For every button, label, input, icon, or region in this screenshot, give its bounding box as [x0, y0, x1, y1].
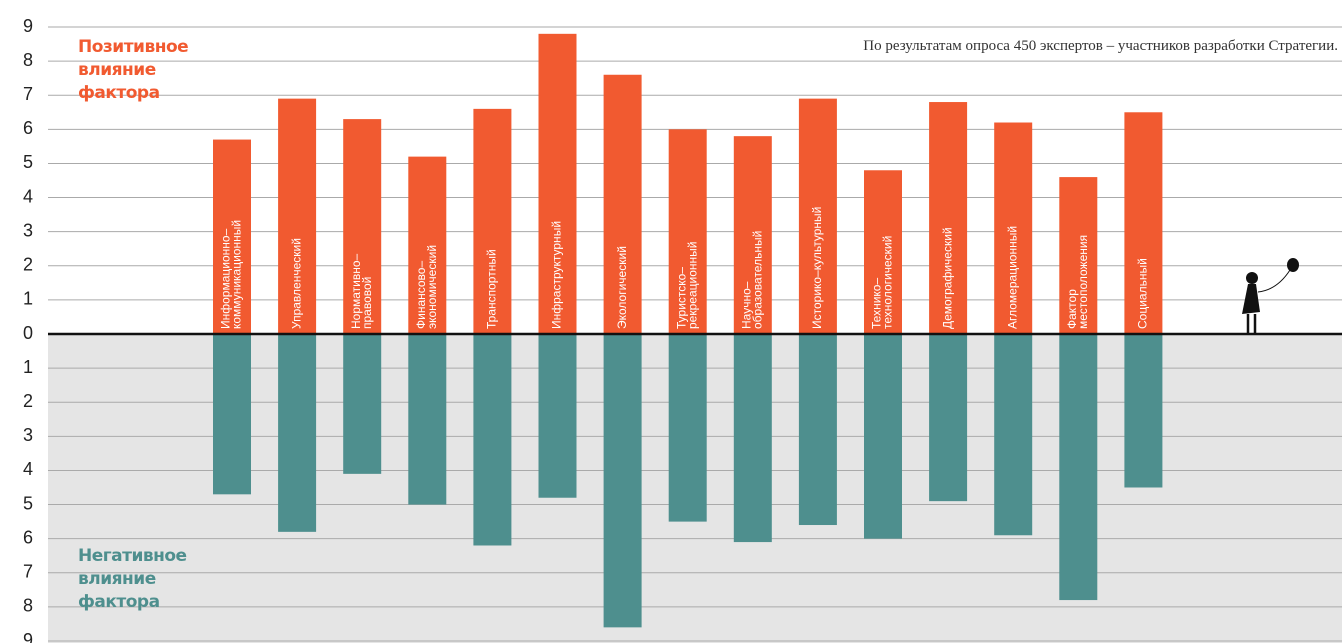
y-tick-label: 9	[23, 630, 33, 643]
bar	[603, 74, 642, 334]
bar	[798, 98, 837, 334]
note: По результатам опроса 450 экспертов – уч…	[863, 38, 1338, 55]
category-label: местоположения	[1076, 235, 1090, 329]
category-label: Нормативно–	[349, 253, 363, 329]
bar	[343, 119, 382, 334]
category-label: Финансово–	[414, 261, 428, 329]
legs	[1246, 314, 1257, 334]
bar	[408, 156, 447, 334]
bar	[1059, 177, 1098, 334]
bar	[994, 122, 1033, 334]
bar	[213, 139, 251, 334]
category-label: коммуникационный	[230, 220, 244, 329]
bar	[733, 334, 772, 543]
category-label: технологический	[881, 236, 895, 329]
bar	[1124, 334, 1163, 488]
head	[1246, 272, 1258, 284]
category-label: Управленческий	[289, 238, 303, 329]
category-label: Демографический	[940, 227, 954, 329]
body	[1242, 284, 1260, 314]
bar	[929, 334, 968, 502]
bar	[798, 334, 837, 526]
y-tick-label: 8	[23, 50, 33, 70]
bar	[864, 170, 902, 334]
category-label: Историко–культурный	[810, 207, 824, 329]
bar	[473, 334, 512, 546]
y-tick-label: 5	[23, 493, 33, 513]
y-tick-label: 7	[23, 84, 33, 104]
y-tick-label: 1	[23, 289, 33, 309]
y-tick-label: 4	[23, 186, 33, 206]
bar	[1059, 334, 1098, 601]
bar	[603, 334, 642, 628]
category-label: Информационно–	[219, 228, 233, 329]
category-label: Туристско–	[674, 267, 688, 329]
category-label: Технико–	[870, 278, 884, 329]
legend-positive: Позитивное влияние фактора	[78, 37, 189, 103]
string	[1257, 269, 1291, 293]
y-tick-label: 8	[23, 596, 33, 616]
category-label: Агломерационный	[1005, 226, 1019, 329]
category-label: Транспортный	[485, 249, 499, 329]
bar	[929, 102, 968, 335]
y-tick-label: 3	[23, 220, 33, 240]
bar	[538, 33, 577, 334]
girl-silhouette	[1242, 258, 1299, 334]
category-label: Научно–	[739, 281, 753, 329]
y-tick-label: 0	[23, 323, 33, 343]
category-label: рекреационный	[685, 242, 699, 329]
y-tick-label: 9	[23, 16, 33, 36]
bar	[733, 136, 772, 334]
bar	[408, 334, 447, 505]
bar	[994, 334, 1033, 536]
category-label: Инфраструктурный	[550, 221, 564, 329]
bar	[278, 334, 317, 532]
category-label: образовательный	[750, 231, 764, 329]
category-label: Социальный	[1136, 258, 1150, 329]
y-tick-label: 2	[23, 255, 33, 275]
bar	[343, 334, 382, 474]
balloon	[1287, 258, 1299, 272]
legend-negative: Негативное влияние фактора	[78, 546, 187, 612]
y-tick-label: 1	[23, 357, 33, 377]
y-tick-label: 6	[23, 118, 33, 138]
y-tick-label: 4	[23, 459, 33, 479]
y-tick-label: 3	[23, 425, 33, 445]
category-label: Экологический	[615, 246, 629, 329]
bar	[668, 334, 707, 522]
y-tick-label: 6	[23, 527, 33, 547]
y-tick-label: 5	[23, 152, 33, 172]
category-label: экономический	[425, 245, 439, 329]
y-tick-label: 2	[23, 391, 33, 411]
category-label: Фактор	[1065, 289, 1079, 329]
bar	[538, 334, 577, 498]
bar	[1124, 112, 1163, 335]
bar	[668, 129, 707, 334]
bar	[213, 334, 251, 495]
bar	[864, 334, 902, 539]
bar	[278, 98, 317, 334]
bar	[473, 108, 512, 334]
y-tick-label: 7	[23, 562, 33, 582]
category-label: правовой	[360, 277, 374, 329]
